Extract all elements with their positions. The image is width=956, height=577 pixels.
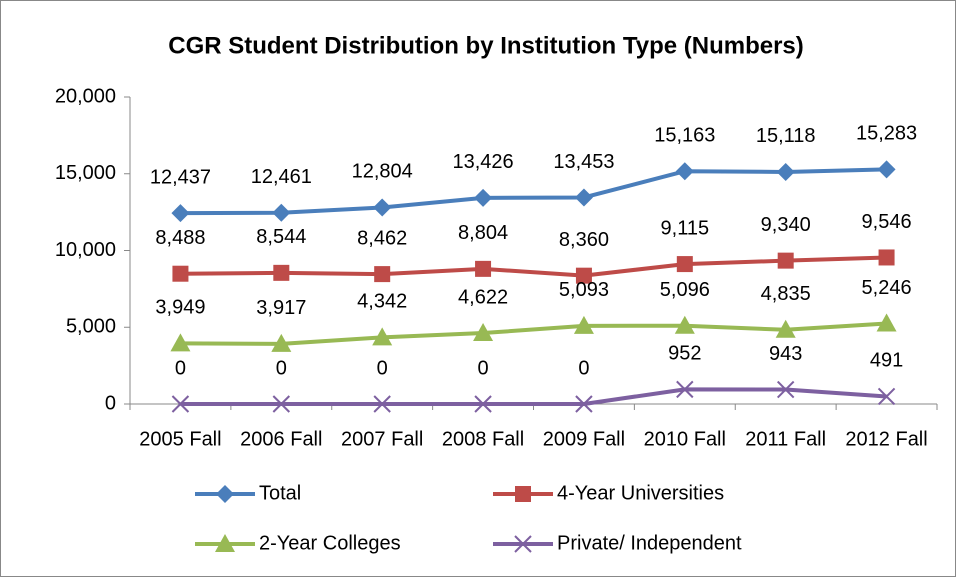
- marker: [373, 198, 392, 217]
- data-label: 15,163: [654, 125, 715, 147]
- legend-label: Total: [259, 482, 301, 504]
- data-label: 9,340: [761, 214, 811, 236]
- data-label: 5,246: [862, 277, 912, 299]
- legend-label: Private/ Independent: [557, 532, 742, 554]
- data-label: 8,360: [559, 229, 609, 251]
- data-label: 0: [377, 357, 388, 379]
- legend-label: 2-Year Colleges: [259, 532, 401, 554]
- x-tick-label: 2006 Fall: [240, 428, 322, 450]
- data-label: 4,342: [357, 291, 407, 313]
- marker: [515, 486, 531, 502]
- data-label: 8,462: [357, 227, 407, 249]
- series-line: [180, 167, 887, 216]
- data-label: 5,093: [559, 279, 609, 301]
- data-label: 13,453: [553, 151, 614, 173]
- marker: [514, 535, 532, 553]
- data-label: 15,283: [856, 123, 917, 145]
- marker: [776, 162, 795, 181]
- marker: [474, 188, 493, 207]
- x-tick-label: 2010 Fall: [644, 428, 726, 450]
- marker: [775, 319, 796, 338]
- data-label: 12,461: [251, 166, 312, 188]
- marker: [171, 204, 190, 223]
- legend-label: 4-Year Universities: [557, 482, 724, 504]
- data-label: 4,835: [761, 283, 811, 305]
- marker: [170, 333, 191, 352]
- data-label: 12,804: [352, 161, 413, 183]
- data-label: 5,096: [660, 279, 710, 301]
- data-label: 3,917: [256, 297, 306, 319]
- series-line: [180, 255, 887, 278]
- marker: [776, 380, 795, 399]
- marker: [374, 266, 391, 283]
- marker: [878, 249, 895, 266]
- y-tick-label: 20,000: [55, 85, 116, 107]
- chart-title: CGR Student Distribution by Institution …: [168, 32, 804, 59]
- marker: [676, 256, 693, 273]
- marker: [216, 485, 234, 503]
- data-label: 943: [769, 343, 802, 365]
- marker: [876, 313, 897, 332]
- x-tick-label: 2008 Fall: [442, 428, 524, 450]
- series-line: [180, 321, 887, 346]
- marker: [574, 188, 593, 207]
- data-label: 952: [668, 343, 701, 365]
- data-label: 3,949: [155, 297, 205, 319]
- x-tick-label: 2009 Fall: [543, 428, 625, 450]
- y-tick-label: 15,000: [55, 162, 116, 184]
- marker: [877, 387, 896, 406]
- data-label: 9,115: [661, 217, 710, 239]
- data-label: 0: [578, 357, 589, 379]
- data-label: 12,437: [150, 166, 211, 188]
- marker: [474, 395, 492, 413]
- series-line: [180, 387, 887, 406]
- marker: [676, 380, 694, 399]
- marker: [372, 327, 393, 346]
- x-tick-label: 2011 Fall: [745, 428, 826, 450]
- data-label: 13,426: [452, 151, 513, 173]
- marker: [573, 315, 594, 334]
- marker: [675, 162, 694, 181]
- data-label: 8,804: [458, 222, 508, 244]
- data-label: 9,546: [862, 211, 912, 233]
- data-label: 4,622: [458, 286, 508, 308]
- x-tick-label: 2005 Fall: [139, 428, 221, 450]
- data-label: 0: [478, 357, 489, 379]
- marker: [475, 260, 492, 277]
- y-tick-label: 10,000: [55, 239, 116, 261]
- y-tick-label: 0: [105, 392, 116, 414]
- marker: [575, 395, 593, 413]
- marker: [674, 315, 695, 334]
- x-tick-label: 2007 Fall: [341, 428, 423, 450]
- marker: [473, 323, 494, 342]
- data-label: 15,118: [756, 125, 816, 147]
- marker: [171, 395, 190, 413]
- data-label: 0: [175, 357, 186, 379]
- marker: [271, 333, 292, 352]
- data-label: 8,544: [256, 226, 306, 248]
- marker: [272, 395, 291, 413]
- marker: [777, 252, 794, 269]
- data-label: 491: [870, 350, 903, 372]
- marker: [877, 160, 896, 179]
- marker: [215, 534, 235, 552]
- data-label: 8,488: [155, 227, 205, 249]
- data-label: 0: [276, 357, 287, 379]
- marker: [373, 395, 391, 413]
- marker: [272, 203, 291, 222]
- marker: [172, 265, 189, 282]
- marker: [575, 267, 592, 284]
- x-tick-label: 2012 Fall: [845, 428, 927, 450]
- marker: [273, 264, 290, 281]
- y-tick-label: 5,000: [66, 316, 116, 338]
